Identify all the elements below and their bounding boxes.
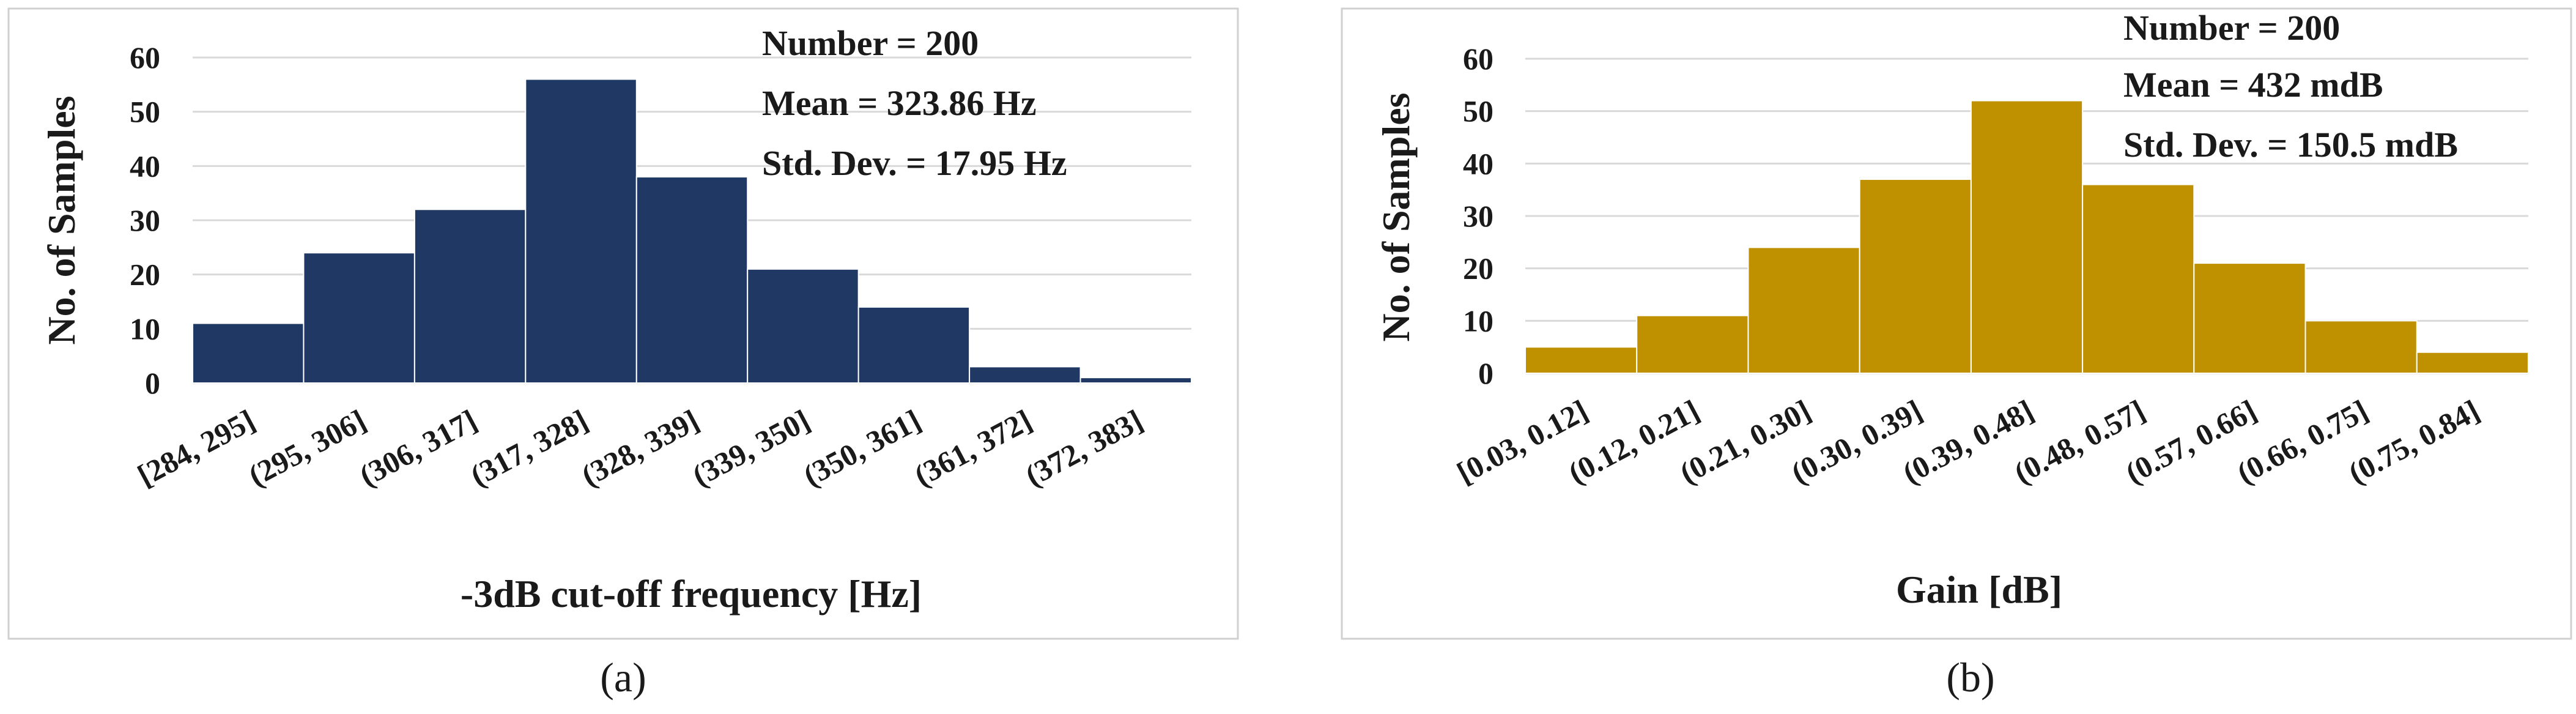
y-tick-labels: 0 10 20 30 40 50 60 bbox=[1463, 42, 1493, 390]
y-axis-label: No. of Samples bbox=[40, 95, 83, 344]
y-tick-label: 20 bbox=[130, 258, 160, 292]
stat-number: Number = 200 bbox=[762, 23, 979, 63]
stats-box: Number = 200 Mean = 323.86 Hz Std. Dev. … bbox=[762, 23, 1067, 183]
x-category-labels: [284, 295](295, 306](306, 317](317, 328]… bbox=[132, 403, 1149, 493]
y-tick-label: 40 bbox=[130, 149, 160, 183]
stat-std-dev: Std. Dev. = 17.95 Hz bbox=[762, 143, 1067, 183]
histogram-cutoff-frequency: 0 10 20 30 40 50 60 [284, 295](295, 306](306, … bbox=[7, 7, 1239, 701]
stat-mean: Mean = 432 mdB bbox=[2123, 65, 2383, 105]
histogram-bar bbox=[2416, 351, 2530, 374]
histogram-bar bbox=[525, 78, 637, 384]
y-tick-label: 10 bbox=[1463, 303, 1493, 338]
x-axis-label: Gain [dB] bbox=[1896, 568, 2062, 611]
x-category-label: (328, 339] bbox=[576, 403, 704, 493]
x-category-label: (361, 372] bbox=[909, 403, 1037, 493]
histogram-bar bbox=[1636, 314, 1749, 374]
y-tick-label: 10 bbox=[130, 311, 160, 346]
x-axis-label: -3dB cut-off frequency [Hz] bbox=[461, 572, 922, 615]
x-category-label: (295, 306] bbox=[243, 403, 371, 493]
panel-label: (a) bbox=[600, 654, 646, 701]
y-tick-label: 0 bbox=[1478, 356, 1493, 390]
chart-frame bbox=[1341, 7, 2572, 640]
y-tick-label: 60 bbox=[1463, 42, 1493, 76]
histogram-bar bbox=[303, 252, 415, 384]
histogram-bar bbox=[2304, 320, 2418, 374]
histogram-bar bbox=[1859, 179, 1972, 374]
chart-panel-a: 0 10 20 30 40 50 60 [284, 295] (295, 306] (306, … bbox=[7, 7, 1239, 701]
stat-number: Number = 200 bbox=[2123, 8, 2340, 48]
bars bbox=[192, 78, 1192, 384]
histogram-bar bbox=[635, 176, 749, 384]
y-tick-label: 60 bbox=[130, 40, 160, 75]
chart-frame bbox=[7, 7, 1239, 640]
bars bbox=[1525, 100, 2530, 374]
histogram-bar bbox=[1747, 247, 1860, 374]
stat-std-dev: Std. Dev. = 150.5 mdB bbox=[2123, 125, 2458, 165]
y-tick-label: 30 bbox=[1463, 199, 1493, 233]
chart-panel-b: 0 10 20 30 40 50 60 [0.03, 0.12] (0.12, 0.21] (0… bbox=[1288, 0, 2576, 714]
x-category-label: (306, 317] bbox=[354, 403, 483, 493]
stat-mean: Mean = 323.86 Hz bbox=[762, 83, 1037, 123]
histogram-bar bbox=[1079, 377, 1192, 384]
y-tick-label: 0 bbox=[145, 366, 160, 400]
y-axis-label: No. of Samples bbox=[1374, 92, 1418, 341]
histogram-bar bbox=[413, 209, 527, 384]
histogram-bar bbox=[1970, 100, 2084, 374]
y-tick-label: 50 bbox=[1463, 94, 1493, 128]
y-tick-label: 40 bbox=[1463, 146, 1493, 180]
y-tick-label: 30 bbox=[130, 203, 160, 237]
x-category-label: (339, 350] bbox=[687, 403, 815, 493]
x-category-label: (350, 361] bbox=[798, 403, 926, 493]
histogram-bar bbox=[747, 268, 859, 384]
panel-label: (b) bbox=[1946, 654, 1994, 701]
y-tick-label: 50 bbox=[130, 95, 160, 129]
histogram-bar bbox=[857, 306, 971, 384]
x-category-label: [284, 295] bbox=[132, 403, 261, 493]
stats-box: Number = 200 Mean = 432 mdB Std. Dev. = … bbox=[2123, 8, 2458, 165]
x-category-labels: [0.03, 0.12](0.12, 0.21](0.21, 0.30](0.3… bbox=[1451, 393, 2485, 490]
histogram-bar bbox=[969, 366, 1081, 384]
histogram-gain: 0 10 20 30 40 50 60 [0.03, 0.12](0.12, 0.21](0… bbox=[1341, 7, 2572, 701]
x-category-label: (372, 383] bbox=[1020, 403, 1148, 493]
y-tick-labels: 0 10 20 30 40 50 60 bbox=[130, 40, 160, 400]
histogram-bar bbox=[2082, 184, 2195, 374]
histogram-bar bbox=[2193, 262, 2306, 374]
y-tick-label: 20 bbox=[1463, 251, 1493, 286]
histogram-bar bbox=[1525, 346, 1638, 374]
x-category-label: (317, 328] bbox=[465, 403, 593, 493]
histogram-bar bbox=[192, 322, 305, 384]
